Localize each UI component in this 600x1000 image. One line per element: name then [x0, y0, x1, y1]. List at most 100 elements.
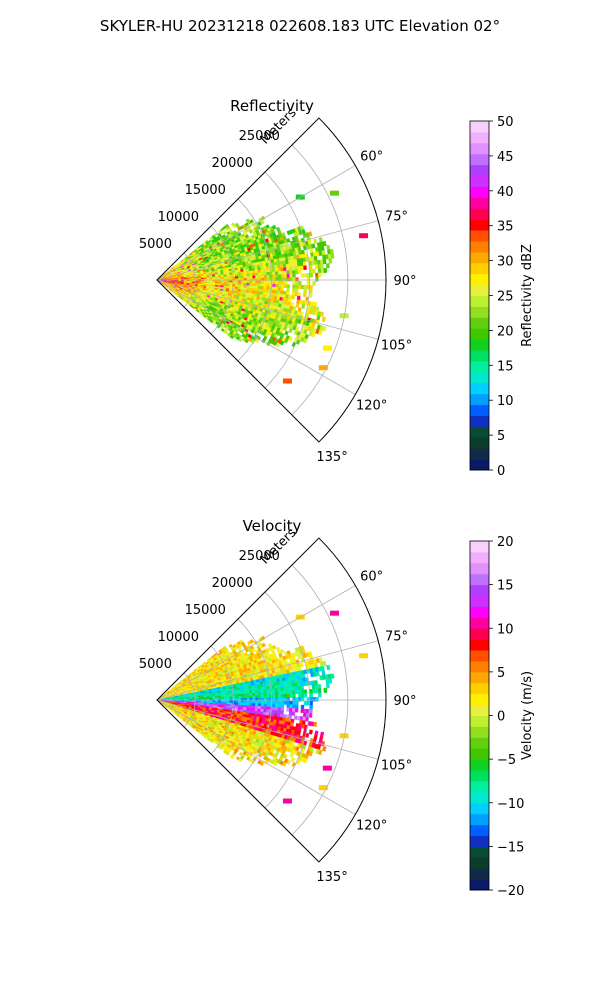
- radar-cell: [265, 709, 270, 713]
- colorbar-segment: [470, 404, 489, 416]
- radar-cell: [323, 687, 328, 693]
- radar-cell: [283, 267, 287, 272]
- radar-cell: [271, 706, 276, 711]
- radar-cell: [275, 691, 279, 696]
- radar-cell: [263, 697, 268, 702]
- radar-cell: [320, 263, 324, 269]
- radar-cell: [303, 701, 308, 706]
- radar-cell: [312, 688, 316, 694]
- radar-cell: [275, 274, 279, 279]
- radar-cell: [297, 689, 302, 695]
- radial-tick-label: 15000: [185, 183, 226, 198]
- radar-cell: [300, 265, 304, 271]
- colorbar-segment: [470, 350, 489, 362]
- radar-cell: [292, 697, 296, 702]
- radar-cell: [258, 695, 262, 699]
- reflectivity-panel: Reflectivity500010000150002000025000Mete…: [139, 97, 535, 479]
- radar-cell: [255, 280, 259, 284]
- radar-cell: [280, 687, 285, 692]
- radar-cell: [309, 248, 314, 254]
- radar-cell: [255, 700, 259, 704]
- radar-cell: [240, 280, 245, 284]
- radar-cell: [292, 284, 296, 289]
- radar-cell: [278, 274, 282, 279]
- radar-cell: [328, 678, 333, 684]
- radar-cell: [301, 673, 306, 679]
- colorbar-segment: [470, 131, 489, 144]
- colorbar-segment: [470, 328, 489, 340]
- radar-cell: [252, 698, 256, 702]
- radar-cell: [297, 685, 302, 691]
- radar-cell: [257, 703, 262, 707]
- radar-cell: [226, 276, 230, 279]
- radar-cell: [312, 697, 316, 702]
- radar-cell: [288, 328, 293, 334]
- azimuth-tick-label: 60°: [360, 150, 383, 165]
- colorbar-segment: [470, 382, 489, 395]
- radar-cell: [272, 280, 276, 285]
- radar-cell: [292, 270, 296, 275]
- radar-cell: [300, 708, 305, 714]
- radar-cell: [272, 271, 276, 276]
- colorbar-segment: [470, 230, 489, 242]
- radar-cell: [326, 263, 330, 269]
- radar-cell: [254, 267, 259, 271]
- radar-cell: [309, 268, 313, 274]
- radar-cell: [235, 700, 239, 704]
- radar-cell: [272, 691, 276, 696]
- radar-cell: [326, 244, 331, 251]
- radar-isolated-echo: [359, 233, 369, 239]
- radar-cell: [229, 280, 233, 283]
- radar-cell: [271, 268, 276, 273]
- radar-cell: [290, 757, 296, 763]
- radar-cell: [246, 282, 250, 286]
- radar-cell: [252, 692, 256, 697]
- radar-cell: [315, 276, 319, 282]
- radar-cell: [302, 292, 307, 298]
- colorbar-segment: [470, 208, 489, 220]
- radar-cell: [266, 691, 270, 696]
- radar-cell: [330, 673, 335, 679]
- radar-cell: [283, 280, 288, 285]
- radar-cell: [249, 270, 253, 274]
- radar-cell: [260, 706, 265, 710]
- radar-cell: [274, 710, 279, 714]
- radar-cell: [246, 698, 250, 702]
- radar-cell: [246, 693, 250, 697]
- radar-cell: [278, 277, 282, 282]
- radar-cell: [263, 689, 267, 693]
- radar-cell: [263, 692, 268, 696]
- radar-cell: [246, 273, 250, 277]
- radar-cell: [277, 284, 282, 288]
- colorbar-segment: [470, 186, 489, 198]
- radar-cell: [280, 700, 285, 705]
- radar-cell: [301, 697, 305, 702]
- radar-cell: [237, 693, 242, 697]
- radar-cell: [257, 687, 261, 691]
- radar-cell: [249, 698, 253, 702]
- radar-cell: [255, 695, 259, 699]
- radar-cell: [278, 280, 282, 285]
- radial-tick-label: 20000: [212, 156, 253, 171]
- radar-cell: [235, 694, 239, 697]
- radar-cell: [292, 693, 296, 698]
- azimuth-tick-label: 105°: [381, 338, 412, 353]
- radar-cell: [215, 277, 219, 280]
- radar-cell: [263, 274, 268, 279]
- radar-cell: [243, 280, 248, 284]
- colorbar-segment: [470, 164, 489, 177]
- radar-cell: [286, 704, 290, 709]
- radar-cell: [260, 703, 265, 707]
- radar-cell: [272, 694, 276, 699]
- colorbar-tick-label: 45: [497, 150, 514, 165]
- radar-cell: [235, 696, 239, 699]
- radar-cell: [297, 269, 302, 275]
- radar-cell: [292, 273, 296, 278]
- radar-cell: [286, 270, 290, 275]
- radar-cell: [258, 280, 262, 284]
- radar-cell: [246, 270, 250, 274]
- radar-cell: [260, 700, 265, 704]
- radar-cell: [272, 697, 276, 702]
- radar-cell: [280, 287, 285, 292]
